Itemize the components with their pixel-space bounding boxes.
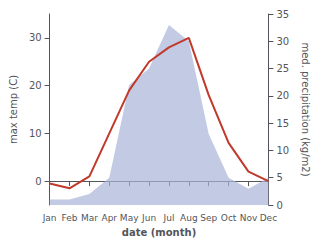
svg-text:Jan: Jan [42,213,57,223]
svg-text:5: 5 [276,172,282,183]
svg-text:Mar: Mar [81,213,98,223]
svg-text:Feb: Feb [62,213,78,223]
svg-text:Dec: Dec [260,213,277,223]
svg-text:0: 0 [35,176,41,187]
svg-text:15: 15 [276,118,289,129]
svg-text:20: 20 [276,90,289,101]
svg-text:0: 0 [276,200,282,211]
svg-text:Nov: Nov [240,213,258,223]
svg-text:date (month): date (month) [122,227,196,238]
svg-text:20: 20 [29,80,42,91]
svg-text:Jun: Jun [141,213,156,223]
svg-text:Oct: Oct [221,213,237,223]
svg-text:25: 25 [276,63,289,74]
svg-text:Jul: Jul [163,213,175,223]
svg-text:10: 10 [29,128,42,139]
svg-text:35: 35 [276,9,289,20]
svg-text:10: 10 [276,145,289,156]
svg-text:Apr: Apr [101,213,117,223]
svg-text:30: 30 [29,32,42,43]
svg-text:May: May [120,213,139,223]
svg-text:Aug: Aug [180,213,198,223]
svg-text:30: 30 [276,36,289,47]
svg-text:max temp (C): max temp (C) [8,75,19,144]
svg-text:Sep: Sep [200,213,217,223]
svg-text:med. precipitation (kg/m2): med. precipitation (kg/m2) [300,42,311,176]
